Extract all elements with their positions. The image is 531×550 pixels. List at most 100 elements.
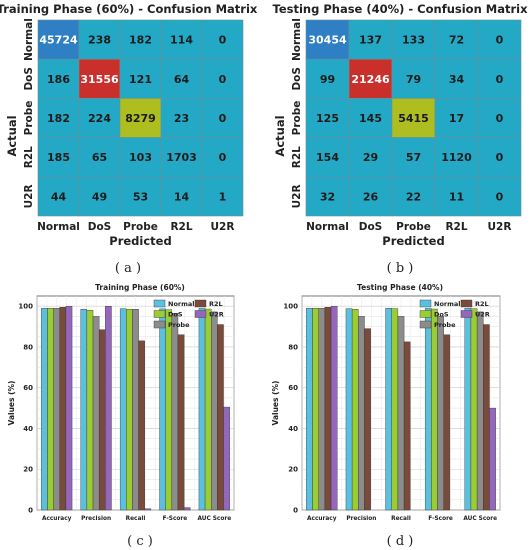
legend-label-u2r: U2R: [209, 311, 224, 319]
panel-caption: ( d ): [387, 534, 414, 549]
legend-swatch-r2l: [460, 299, 473, 308]
heatmap-cell: [391, 176, 436, 217]
y-tick-label-probe: Probe: [291, 101, 303, 136]
bar-dos-f-score: [165, 309, 173, 511]
bar-normal-precision: [80, 309, 88, 511]
chart-title: Training Phase (60%): [95, 283, 185, 292]
heatmap-value-label: 49: [92, 190, 107, 203]
bar-normal-precision: [345, 308, 353, 511]
legend-label-r2l: R2L: [209, 300, 223, 308]
heatmap-value-label: 57: [406, 151, 421, 164]
heatmap-cell: [434, 176, 479, 217]
heatmap-value-label: 238: [88, 34, 111, 47]
legend-swatch-u2r: [460, 310, 473, 318]
x-tick-label-dos: DoS: [359, 221, 383, 233]
legend-label-normal: Normal: [168, 300, 195, 308]
bar-u2r-accuracy: [65, 305, 73, 511]
heatmap-value-label: 137: [359, 34, 382, 47]
heatmap-cell: [348, 176, 393, 217]
heatmap-cell: [119, 176, 162, 217]
heatmap-value-label: 182: [47, 112, 70, 125]
y-tick-label: 40: [288, 425, 298, 433]
heatmap-value-label: 5415: [398, 112, 429, 125]
bar-normal-f-score: [159, 308, 166, 511]
heatmap-cell: [37, 19, 80, 60]
bar-normal-auc-score: [198, 308, 206, 511]
heatmap-cell: [160, 98, 203, 138]
bar-normal-auc-score: [464, 308, 472, 511]
x-tick-label-r2l: R2L: [170, 221, 192, 233]
chart-title: Testing Phase (40%): [357, 283, 443, 292]
chart-title: Testing Phase (40%) - Confusion Matrix: [273, 2, 529, 16]
bar-dos-precision: [351, 309, 359, 511]
heatmap-value-label: 154: [316, 151, 339, 164]
legend-swatch-normal: [153, 299, 166, 308]
heatmap-value-label: 29: [363, 151, 378, 164]
heatmap-value-label: 8279: [125, 112, 156, 125]
heatmap-cell: [78, 98, 121, 138]
y-tick-label-r2l: R2L: [23, 146, 35, 168]
bar-r2l-accuracy: [324, 307, 332, 511]
x-axis-label: Predicted: [382, 234, 444, 248]
bar-chart-testing: 0 20 40 60 80 100 Accuracy Precision Recall F-Sco…: [271, 283, 501, 549]
bar-probe-auc-score: [211, 311, 218, 511]
heatmap-cell: [477, 176, 522, 217]
heatmap-cell: [391, 137, 436, 178]
bar-r2l-auc-score: [483, 324, 490, 511]
x-tick-label-u2r: U2R: [211, 221, 235, 233]
x-tick-label-accuracy: Accuracy: [42, 516, 72, 522]
x-tick-label-auc-score: AUC Score: [463, 516, 497, 522]
legend-swatch-probe: [419, 320, 432, 329]
bar-dos-recall: [126, 309, 133, 511]
heatmap-value-label: 30454: [308, 34, 347, 47]
legend: Normal DoS Probe R2L U2R: [419, 299, 490, 329]
x-tick-label-precision: Precision: [81, 516, 111, 522]
legend-label-u2r: U2R: [475, 311, 490, 319]
x-tick-label-f-score: F-Score: [163, 516, 188, 522]
bar-normal-recall: [119, 308, 127, 511]
heatmap-cell: [119, 58, 162, 99]
x-tick-label-accuracy: Accuracy: [307, 516, 337, 522]
bar-dos-accuracy: [47, 308, 54, 511]
heatmap-cell: [305, 58, 350, 99]
heatmap-cell: [37, 137, 80, 178]
heatmap-cell: [201, 176, 244, 217]
heatmap-value-label: 53: [133, 190, 148, 203]
x-tick-label-auc-score: AUC Score: [197, 516, 231, 522]
heatmap-value-label: 0: [219, 73, 227, 86]
legend-swatch-dos: [153, 310, 166, 318]
heatmap-cell: [160, 137, 203, 178]
heatmap-value-label: 1: [219, 190, 227, 203]
y-tick-label-r2l: R2L: [291, 146, 303, 168]
x-tick-label-u2r: U2R: [488, 221, 512, 233]
y-tick-label-u2r: U2R: [23, 184, 35, 208]
bar-u2r-auc-score: [489, 407, 496, 511]
x-tick-label-precision: Precision: [346, 516, 376, 522]
x-tick-label-recall: Recall: [391, 516, 411, 522]
bar-u2r-accuracy: [330, 305, 338, 511]
x-tick-label-probe: Probe: [123, 221, 158, 233]
y-tick-label: 0: [28, 507, 33, 515]
heatmap-cell: [477, 98, 522, 138]
legend-label-r2l: R2L: [475, 300, 489, 308]
bar-dos-f-score: [431, 308, 438, 511]
y-tick-label-normal: Normal: [291, 18, 303, 61]
heatmap-value-label: 133: [402, 34, 425, 47]
heatmap-value-label: 224: [88, 112, 111, 125]
bar-probe-accuracy: [318, 308, 326, 511]
y-tick-label: 60: [23, 384, 33, 392]
x-tick-label-normal: Normal: [306, 221, 349, 233]
bar-probe-f-score: [171, 313, 179, 511]
bar-dos-accuracy: [312, 308, 319, 511]
bar-u2r-auc-score: [223, 406, 230, 511]
legend-swatch-normal: [419, 299, 432, 308]
heatmap-value-label: 64: [174, 73, 190, 86]
heatmap-cell: [348, 98, 393, 138]
chart-title: Training Phase (60%) - Confusion Matrix: [0, 2, 258, 16]
heatmap-value-label: 145: [359, 112, 382, 125]
confusion-matrix-testing: Testing Phase (40%) - Confusion Matrix 30…: [273, 2, 529, 276]
x-tick-label-probe: Probe: [396, 221, 431, 233]
heatmap-value-label: 21246: [351, 73, 390, 86]
heatmap-value-label: 17: [449, 112, 464, 125]
